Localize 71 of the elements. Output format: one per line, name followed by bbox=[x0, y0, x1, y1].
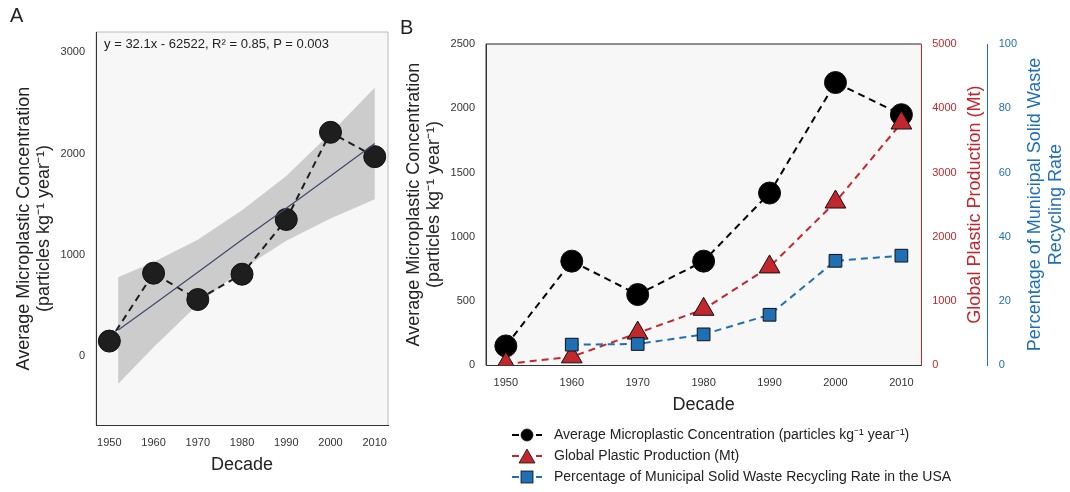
x-tick-label: 1960 bbox=[559, 375, 585, 388]
point bbox=[274, 207, 298, 231]
y-axis-title: Average Microplastic Concentration (particles kg⁻¹ year⁻¹) bbox=[12, 86, 53, 371]
x-tick-label: 1950 bbox=[97, 435, 122, 448]
point bbox=[363, 145, 387, 169]
y-tick-label: 1500 bbox=[450, 165, 476, 178]
x-tick-label: 1980 bbox=[691, 375, 716, 388]
y-tick-label: 0 bbox=[468, 358, 476, 371]
x-tick-label: 1980 bbox=[229, 435, 255, 448]
y2-axis-title: Global Plastic Production (Mt) bbox=[963, 85, 984, 324]
x-tick-label: 1970 bbox=[185, 435, 211, 448]
point bbox=[762, 307, 777, 322]
y3-tick-label: 100 bbox=[998, 37, 1018, 50]
x-tick-label: 1990 bbox=[274, 435, 299, 448]
y-tick-label: 2500 bbox=[450, 37, 476, 50]
point bbox=[186, 288, 210, 312]
x-tick-label: 1950 bbox=[493, 375, 519, 388]
y3-tick-label: 80 bbox=[998, 101, 1011, 114]
point bbox=[142, 261, 166, 285]
chart-title: B bbox=[400, 15, 414, 38]
legend-label: Percentage of Municipal Solid Waste Recycling Rate in the USA bbox=[554, 467, 952, 486]
annotation: y = 32.1x - 62522, R² = 0.85, P = 0.003 bbox=[104, 36, 329, 52]
y-tick-label: 500 bbox=[456, 293, 476, 306]
y2-tick-label: 4000 bbox=[932, 101, 957, 114]
point bbox=[564, 337, 579, 352]
y-tick-label: 0 bbox=[78, 349, 86, 362]
point bbox=[97, 329, 121, 353]
y3-tick-label: 0 bbox=[998, 358, 1005, 371]
point bbox=[894, 248, 909, 263]
y-axis-title: Average Microplastic Concentration (particles kg⁻¹ year⁻¹) bbox=[402, 62, 443, 347]
point bbox=[626, 283, 650, 307]
point bbox=[696, 327, 711, 342]
y-tick-label: 1000 bbox=[60, 247, 86, 260]
point bbox=[560, 249, 584, 273]
x-tick-label: 1990 bbox=[757, 375, 782, 388]
point bbox=[319, 120, 342, 144]
x-tick-label: 2000 bbox=[318, 435, 343, 448]
x-tick-label: 2010 bbox=[889, 375, 914, 388]
x-tick-label: 2010 bbox=[362, 435, 387, 448]
y-tick-label: 2000 bbox=[450, 101, 476, 114]
y2-tick-label: 0 bbox=[932, 358, 939, 371]
chart-title: A bbox=[10, 3, 24, 26]
y3-tick-label: 20 bbox=[998, 293, 1011, 306]
point bbox=[494, 334, 518, 358]
point bbox=[824, 189, 847, 209]
point bbox=[692, 249, 716, 273]
point bbox=[758, 181, 782, 205]
point bbox=[230, 262, 254, 286]
x-axis-title: Decade bbox=[211, 454, 274, 475]
x-tick-label: 1970 bbox=[625, 375, 650, 388]
y-tick-label: 2000 bbox=[60, 146, 86, 159]
y3-axis-title: Percentage of Municipal Solid Waste Recycling Rate bbox=[1024, 57, 1066, 352]
y3-tick-label: 40 bbox=[998, 229, 1011, 242]
point bbox=[828, 253, 843, 268]
point bbox=[758, 254, 781, 274]
y-tick-label: 1000 bbox=[450, 229, 476, 242]
y3-tick-label: 60 bbox=[998, 165, 1011, 178]
y2-tick-label: 3000 bbox=[932, 165, 957, 178]
y2-tick-label: 2000 bbox=[932, 229, 957, 242]
point bbox=[692, 296, 715, 316]
point bbox=[630, 337, 645, 351]
point bbox=[890, 110, 913, 130]
legend-label: Average Microplastic Concentration (particles kg⁻¹ year⁻¹) bbox=[554, 425, 910, 444]
y-tick-label: 3000 bbox=[60, 45, 86, 58]
x-tick-label: 2000 bbox=[823, 375, 848, 388]
y2-tick-label: 5000 bbox=[932, 37, 957, 50]
x-tick-label: 1960 bbox=[141, 435, 166, 448]
point bbox=[823, 71, 847, 95]
x-axis-title: Decade bbox=[672, 394, 735, 415]
legend-label: Global Plastic Production (Mt) bbox=[554, 446, 740, 465]
y2-tick-label: 1000 bbox=[932, 293, 957, 306]
